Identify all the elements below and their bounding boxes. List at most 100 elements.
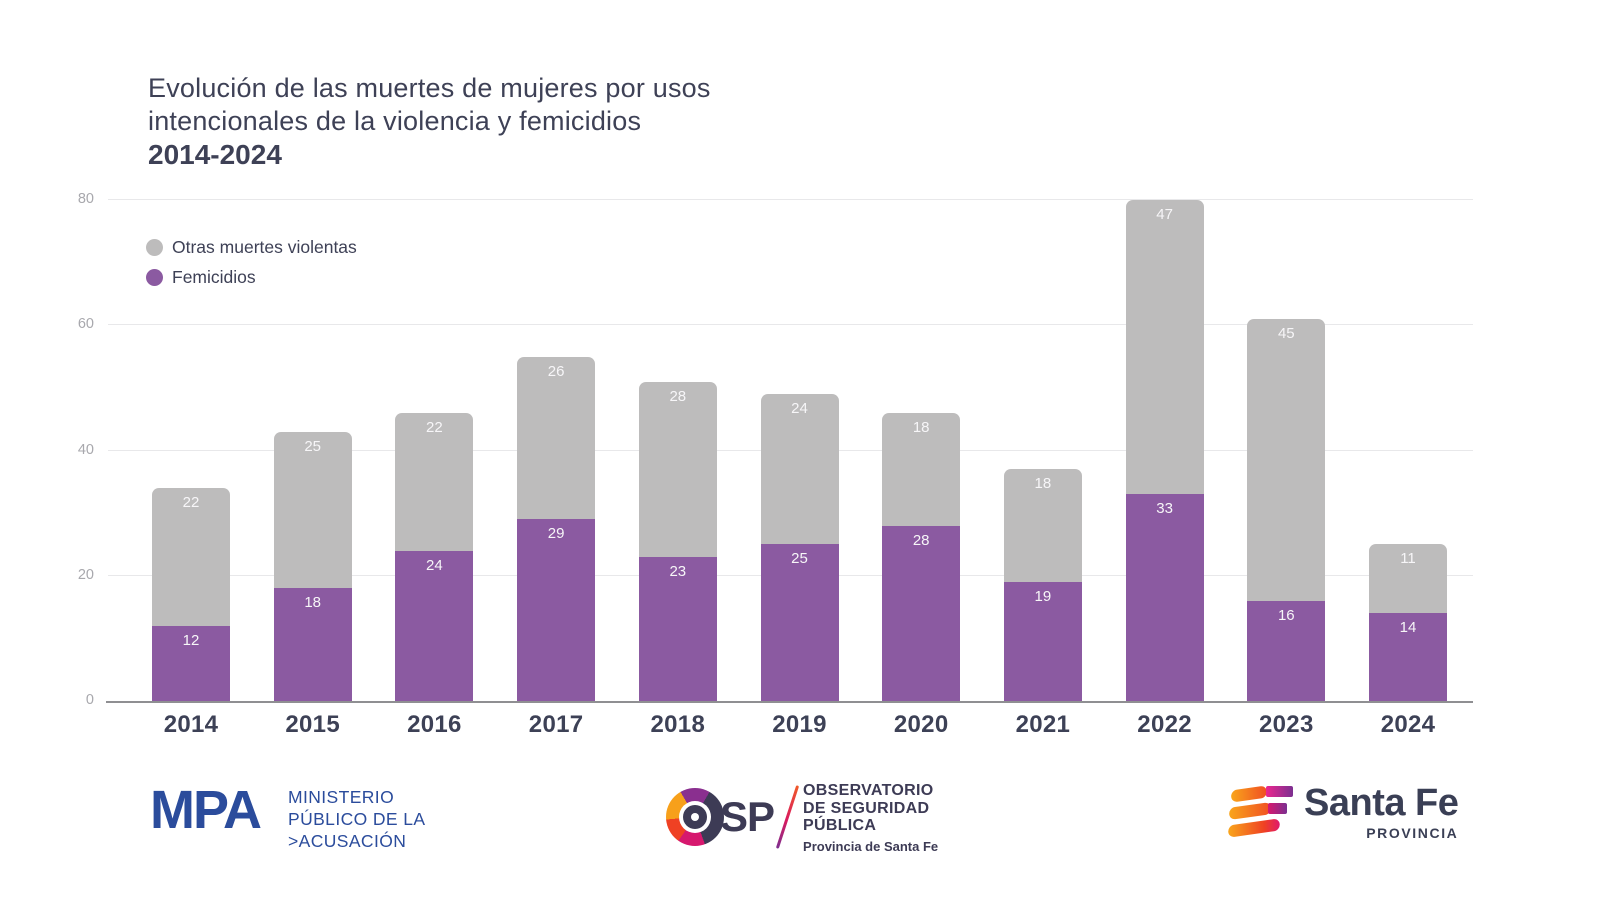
- value-label-2017: 29: [547, 525, 565, 543]
- bar-segment-otras-muertes-violentas-2014: 22: [152, 488, 230, 626]
- osp-line3: PÚBLICA: [803, 817, 877, 834]
- santafe-logo-text: Santa Fe PROVINCIA: [1304, 782, 1459, 841]
- value-label-2018: 28: [669, 387, 687, 405]
- x-label-2023: 2023: [1259, 711, 1314, 738]
- y-tick-40: 40: [77, 441, 94, 458]
- chart-title: Evolución de las muertes de mujeres por …: [148, 72, 711, 172]
- osp-aperture-icon: [666, 787, 724, 846]
- bar-segment-otras-muertes-violentas-2020: 18: [882, 412, 961, 526]
- santafe-logo: Santa Fe PROVINCIA: [1228, 782, 1459, 843]
- x-label-2014: 2014: [163, 711, 219, 738]
- legend-item-femicidios: Femicidios: [146, 267, 357, 288]
- bar-segment-femicidios-2018: 23: [638, 556, 717, 701]
- y-tick-60: 60: [77, 316, 94, 333]
- mpa-logo: MPA MINISTERIO PÚBLICO DE LA >ACUSACIÓN: [150, 782, 425, 852]
- bar-segment-femicidios-2014: 12: [152, 625, 230, 701]
- bar-2019: 24 25: [760, 394, 839, 701]
- value-label-2023: 45: [1277, 325, 1295, 342]
- bar-segment-femicidios-2022: 33: [1125, 494, 1204, 701]
- bar-segment-femicidios-2023: 16: [1247, 600, 1326, 701]
- bar-2018: 28 23: [638, 381, 717, 701]
- bar-2014: 22 12: [152, 488, 230, 701]
- bar-segment-otras-muertes-violentas-2024: 11: [1369, 544, 1447, 614]
- y-tick-0: 0: [85, 692, 94, 708]
- bar-2016: 22 24: [395, 412, 474, 701]
- value-label-2017: 26: [547, 362, 565, 380]
- bar-segment-femicidios-2016: 24: [395, 550, 474, 701]
- legend-label-femicidios: Femicidios: [172, 267, 256, 287]
- x-label-2015: 2015: [285, 711, 340, 738]
- mpa-line3: >ACUSACIÓN: [288, 831, 407, 851]
- bar-2020: 18 28: [882, 412, 961, 701]
- legend-swatch-femicidios-icon: [146, 269, 163, 286]
- bar-segment-otras-muertes-violentas-2018: 28: [638, 381, 717, 557]
- x-label-2020: 2020: [893, 711, 949, 738]
- bar-segment-femicidios-2019: 25: [760, 544, 839, 701]
- santafe-flag-icon: [1228, 783, 1294, 843]
- value-label-2021: 18: [1034, 475, 1052, 493]
- legend-swatch-otras-icon: [146, 239, 163, 256]
- value-label-2023: 16: [1277, 606, 1295, 624]
- y-tick-80: 80: [77, 191, 94, 207]
- chart-title-line1: Evolución de las muertes de mujeres por …: [148, 73, 711, 103]
- value-label-2022: 47: [1156, 206, 1173, 224]
- value-label-2019: 24: [791, 400, 808, 418]
- osp-line1: OBSERVATORIO: [803, 782, 934, 799]
- value-label-2020: 18: [912, 418, 930, 436]
- legend-item-otras-muertes-violentas: Otras muertes violentas: [146, 237, 357, 258]
- value-label-2024: 11: [1400, 550, 1416, 568]
- value-label-2014: 22: [182, 494, 200, 512]
- osp-logo-letters: SP: [720, 792, 775, 840]
- mpa-logo-text: MINISTERIO PÚBLICO DE LA >ACUSACIÓN: [288, 782, 425, 852]
- osp-line2: DE SEGURIDAD: [803, 799, 930, 817]
- value-label-2015: 25: [304, 437, 322, 455]
- gridline-80: [108, 199, 1473, 200]
- x-label-2018: 2018: [650, 711, 706, 738]
- x-label-2019: 2019: [772, 711, 827, 738]
- bar-segment-femicidios-2020: 28: [882, 525, 961, 701]
- bar-2023: 45 16: [1247, 319, 1326, 701]
- chart-title-period: 2014-2024: [148, 139, 282, 170]
- bar-2024: 11 14: [1369, 544, 1447, 701]
- x-axis: 2014 2015 2016 2017 2018 2019 2020 2021 2022 2023…: [106, 711, 1473, 741]
- bar-2021: 18 19: [1003, 469, 1082, 701]
- x-label-2021: 2021: [1015, 711, 1071, 738]
- bar-segment-otras-muertes-violentas-2023: 45: [1247, 319, 1326, 601]
- value-label-2024: 14: [1399, 619, 1417, 637]
- bar-2017: 26 29: [517, 356, 596, 701]
- value-label-2016: 24: [426, 556, 443, 574]
- bar-segment-femicidios-2017: 29: [517, 519, 596, 701]
- x-label-2016: 2016: [407, 711, 462, 738]
- osp-logo: SP OBSERVATORIO DE SEGURIDAD PÚBLICA Pro…: [666, 780, 938, 854]
- bar-segment-femicidios-2024: 14: [1369, 613, 1447, 701]
- chart-legend: Otras muertes violentas Femicidios: [146, 237, 357, 288]
- bar-2022: 47 33: [1125, 200, 1204, 701]
- legend-label-otras: Otras muertes violentas: [172, 237, 357, 257]
- bar-segment-otras-muertes-violentas-2019: 24: [760, 394, 839, 545]
- x-label-2024: 2024: [1380, 711, 1436, 738]
- y-axis: 0 20 40 60 80: [0, 191, 94, 708]
- bar-segment-otras-muertes-violentas-2021: 18: [1003, 469, 1082, 583]
- bar-segment-femicidios-2015: 18: [273, 588, 352, 701]
- osp-slash-divider-icon: [775, 784, 800, 849]
- y-tick-20: 20: [77, 566, 94, 583]
- mpa-line1: MINISTERIO: [288, 787, 395, 807]
- plot-area: 22 12 25 18 22 24 26 29 28 23 24 25 18 28 18 19 47 33 45 16…: [106, 199, 1473, 703]
- bar-segment-otras-muertes-violentas-2015: 25: [273, 431, 352, 589]
- value-label-2014: 12: [182, 631, 200, 649]
- mpa-logo-mark: MPA: [150, 780, 262, 840]
- santafe-subtitle: PROVINCIA: [1366, 825, 1459, 841]
- mpa-line2: PÚBLICO DE LA: [288, 809, 426, 829]
- bar-segment-femicidios-2021: 19: [1003, 582, 1082, 701]
- bar-2015: 25 18: [273, 431, 352, 701]
- value-label-2021: 19: [1034, 588, 1052, 606]
- gridline-60: [108, 324, 1473, 326]
- chart-title-line2: intencionales de la violencia y femicidi…: [148, 106, 642, 136]
- osp-logo-text: OBSERVATORIO DE SEGURIDAD PÚBLICA Provin…: [803, 780, 938, 854]
- x-label-2022: 2022: [1137, 711, 1192, 738]
- value-label-2018: 23: [669, 562, 687, 580]
- santafe-name: Santa Fe: [1304, 782, 1459, 824]
- value-label-2019: 25: [791, 550, 808, 568]
- bar-segment-otras-muertes-violentas-2017: 26: [517, 356, 596, 520]
